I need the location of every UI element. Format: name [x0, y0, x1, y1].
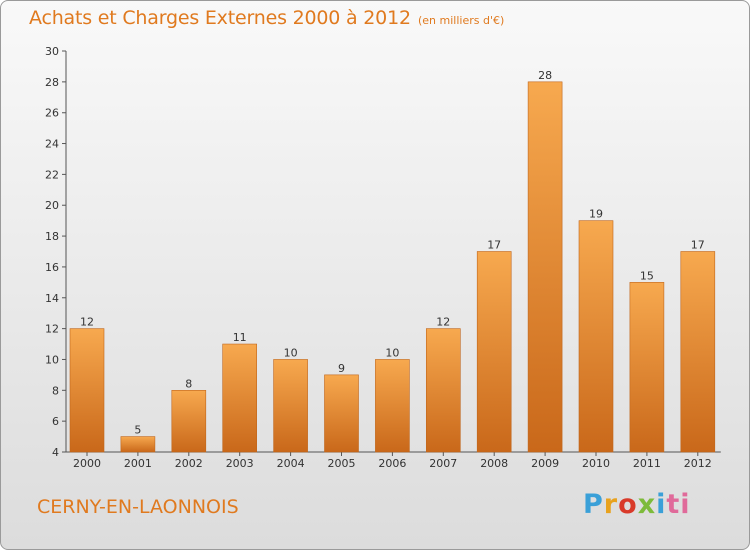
data-label-2000: 12 [80, 316, 94, 329]
bar-2005 [324, 374, 359, 453]
data-label-2010: 19 [589, 208, 603, 221]
data-label-2004: 10 [284, 346, 298, 359]
y-tick-label: 14 [45, 292, 59, 305]
chart-bars [69, 81, 716, 453]
proxiti-logo: Proxiti [583, 489, 691, 520]
y-tick-label: 22 [45, 168, 59, 181]
x-tick-label-2010: 2010 [582, 457, 610, 470]
bar-2010 [578, 220, 614, 453]
x-tick-label-2006: 2006 [378, 457, 406, 470]
x-tick-label-2005: 2005 [328, 457, 356, 470]
bar-2004 [273, 359, 308, 453]
y-tick-label: 26 [45, 107, 59, 120]
data-label-2009: 28 [538, 69, 552, 82]
y-tick-label: 8 [52, 384, 59, 397]
y-tick-label: 6 [52, 415, 59, 428]
bar-2009 [527, 81, 563, 453]
x-tick-label-2000: 2000 [73, 457, 101, 470]
y-tick-label: 24 [45, 138, 59, 151]
data-label-2007: 12 [436, 316, 450, 329]
y-tick-label: 16 [45, 261, 59, 274]
data-label-2012: 17 [691, 239, 705, 252]
x-tick-label-2007: 2007 [429, 457, 457, 470]
y-tick-label: 28 [45, 76, 59, 89]
bar-2007 [425, 328, 461, 453]
data-label-2001: 5 [134, 424, 141, 437]
bar-2000 [69, 328, 105, 453]
data-label-2005: 9 [338, 362, 345, 375]
y-tick-label: 30 [45, 45, 59, 58]
data-label-2003: 11 [233, 331, 247, 344]
x-tick-label-2012: 2012 [684, 457, 712, 470]
x-tick-label-2011: 2011 [633, 457, 661, 470]
chart-subtitle: (en milliers d'€) [418, 14, 505, 27]
x-tick-label-2002: 2002 [175, 457, 203, 470]
x-tick-label-2003: 2003 [226, 457, 254, 470]
data-label-2002: 8 [185, 377, 192, 390]
x-tick-label-2008: 2008 [480, 457, 508, 470]
bar-2011 [629, 282, 665, 453]
data-label-2006: 10 [385, 346, 399, 359]
commune-name: CERNY-EN-LAONNOIS [37, 496, 239, 518]
x-tick-label-2004: 2004 [277, 457, 305, 470]
y-tick-label: 10 [45, 353, 59, 366]
bar-2008 [476, 251, 512, 453]
bar-2003 [222, 343, 257, 453]
y-tick-label: 4 [52, 446, 59, 459]
y-tick-label: 20 [45, 199, 59, 212]
x-tick-label-2001: 2001 [124, 457, 152, 470]
y-tick-label: 12 [45, 323, 59, 336]
x-tick-label-2009: 2009 [531, 457, 559, 470]
data-label-2008: 17 [487, 239, 501, 252]
chart-title: Achats et Charges Externes 2000 à 2012 [29, 7, 411, 29]
bar-2006 [375, 359, 410, 453]
bar-2012 [680, 251, 716, 453]
bar-2001 [120, 436, 156, 453]
chart-labels: 12 5 8 11 10 9 10 12 17 28 19 15 17 [80, 69, 705, 437]
y-tick-label: 18 [45, 230, 59, 243]
bar-2002 [171, 390, 207, 453]
data-label-2011: 15 [640, 269, 654, 282]
